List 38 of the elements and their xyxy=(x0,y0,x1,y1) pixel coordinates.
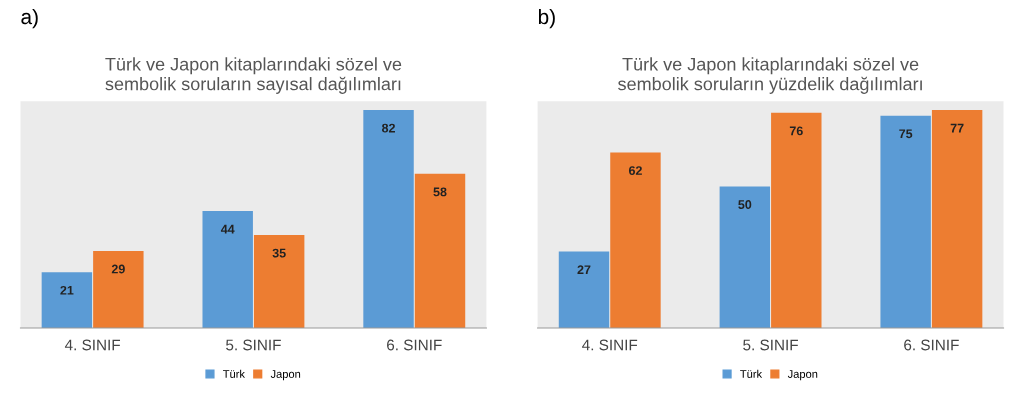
chart-title: Türk ve Japon kitaplarındaki sözel ve sembolik soruların sayısal dağılımları xyxy=(105,57,402,94)
legend-label: Türk xyxy=(740,369,763,378)
bar xyxy=(610,152,661,329)
data-label: 29 xyxy=(111,264,125,274)
x-tick-label: 5. SINIF xyxy=(743,339,798,351)
bar xyxy=(771,112,822,329)
x-tick-label: 5. SINIF xyxy=(226,339,281,351)
chart-title: Türk ve Japon kitaplarındaki sözel ve sembolik soruların yüzdelik dağılımları xyxy=(618,57,922,94)
bar xyxy=(880,115,931,329)
bar xyxy=(363,109,414,329)
data-label: 27 xyxy=(577,265,591,274)
x-tick-label: 4. SINIF xyxy=(582,339,638,351)
data-label: 50 xyxy=(738,200,752,209)
x-tick-label: 6. SINIF xyxy=(904,339,959,351)
data-label: 62 xyxy=(628,166,642,175)
text: a) xyxy=(21,8,38,29)
data-label: 82 xyxy=(381,123,395,133)
bar xyxy=(414,173,466,329)
bar xyxy=(93,250,144,329)
legend-label: Japon xyxy=(270,370,301,381)
data-label: 35 xyxy=(272,248,286,258)
bar xyxy=(931,109,983,329)
bar xyxy=(719,186,771,329)
data-label: 77 xyxy=(950,123,964,133)
data-label: 76 xyxy=(789,126,803,136)
data-label: 21 xyxy=(60,285,74,295)
data-label: 58 xyxy=(433,187,447,197)
bar xyxy=(202,211,253,329)
data-label: 75 xyxy=(899,129,913,139)
bar xyxy=(41,272,93,329)
bar xyxy=(253,234,305,329)
legend-label: Japon xyxy=(787,370,818,381)
text: b) xyxy=(538,8,555,29)
data-label: 44 xyxy=(220,224,235,234)
bar xyxy=(558,251,610,329)
x-tick-label: 4. SINIF xyxy=(64,339,121,351)
legend-label: Türk xyxy=(223,369,245,378)
x-tick-label: 6. SINIF xyxy=(387,339,442,351)
